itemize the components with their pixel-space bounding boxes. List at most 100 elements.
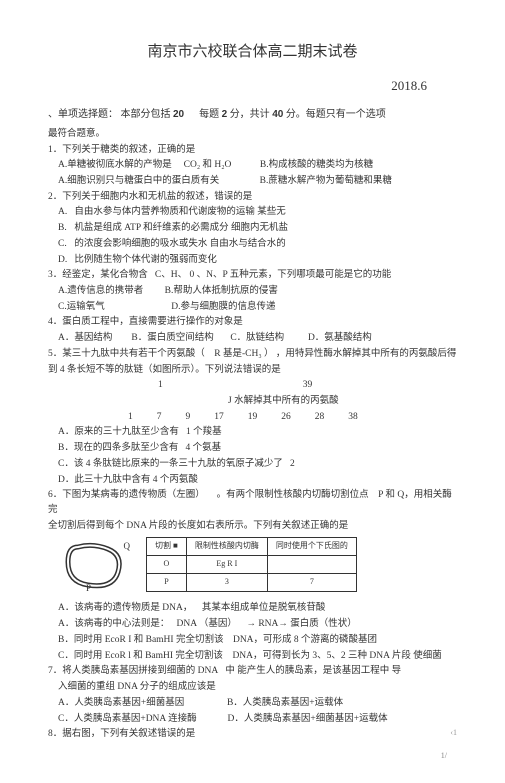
- q3-row2: C.运输氧气 D.参与细胞膜的信息传递: [48, 300, 457, 315]
- q7-stem: 7．将人类胰岛素基因拼接到细菌的 DNA 中 能产生人的胰岛素，是该基因工程中 …: [48, 664, 457, 679]
- q2-a: A. 自由水参与体内营养物质和代谢废物的运输 某些无: [48, 205, 457, 220]
- q5-r2-4: 19: [248, 410, 258, 425]
- q1-stem: 1．下列关于糖类的叙述，正确的是: [48, 143, 457, 158]
- q6-figure: Q P 切割 ■ 限制性核酸内切酶 同时使用个下氏图的 O Eg R I P 3…: [48, 537, 457, 597]
- q5-stem-text: 5．某三十九肽中共有若干个丙氨酸（: [48, 349, 205, 359]
- q2-c: C. 的浓度会影响细胞的吸水或失水 自由水与结合水的: [48, 237, 457, 252]
- q6-b-text: A．该病毒的中心法则是：: [58, 619, 169, 629]
- q5-row1-b: 39: [303, 378, 313, 393]
- q6-a: A．该病毒的遗传物质是 DNA， 其某本组成单位是脱氧核苷酸: [48, 601, 457, 616]
- q2-a-pre: A.: [58, 205, 72, 220]
- section-header: 、单项选择题： 本部分包括 20 每题 2 分，共计 40 分。每题只有一个选项: [48, 107, 457, 123]
- q6-d: C．同时用 EcoR l 和 BamHI 完全切割该 DNA，可得到长为 3、5…: [48, 649, 457, 664]
- q5-b: B．现在的四条多肽至少含有 4 个氨基: [48, 441, 457, 456]
- tbl-r1-c0: O: [147, 556, 187, 574]
- plasmid-p-label: P: [86, 581, 91, 595]
- tbl-r2-c2: 7: [267, 574, 356, 592]
- q3-elem: C、H、 0 、N、P 五种元素，下列哪项最可能是它的功能: [155, 270, 391, 280]
- q2-b-text: 机盐是组成 ATP 和纤维素的必需成分 细胞内无机盐: [74, 223, 288, 233]
- q6-mid: 。有两个限制性核酸内切酶切割位点: [217, 490, 369, 500]
- q5-c2: 2: [290, 459, 295, 469]
- q5-a2: 1 个羧基: [186, 427, 222, 437]
- q5-r: R 基是-CH₃ ）: [214, 349, 273, 359]
- q5-r2-2: 9: [186, 410, 191, 425]
- q1-opt-a: A.单糖被彻底水解的产物是: [58, 160, 172, 170]
- q1-opt-c: A.细胞识别只与糖蛋白中的蛋白质有关: [58, 176, 219, 186]
- q5-a-text: A．原来的三十九肽至少含有: [58, 427, 179, 437]
- q2-c-text: 的浓度会影响细胞的吸水或失水 自由水与结合水的: [74, 239, 285, 249]
- tbl-h2: 限制性核酸内切酶: [186, 538, 267, 556]
- q5-b2: 4 个氨基: [185, 443, 221, 453]
- q5-r2-0: 1: [128, 410, 133, 425]
- q2-a-text: 自由水参与体内营养物质和代谢废物的运输 某些无: [74, 207, 285, 217]
- tbl-h3: 同时使用个下氏图的: [267, 538, 356, 556]
- q7-a: A．人类胰岛素基因+细菌基因: [58, 698, 184, 708]
- q1-row2: A.细胞识别只与糖蛋白中的蛋白质有关 B.蔗糖水解产物为葡萄糖和果糖: [48, 174, 457, 189]
- q3-row1: A.遗传信息的携带者 B.帮助人体抵制抗原的侵害: [48, 284, 457, 299]
- q6-d2: DNA，可得到长为 3、5、2 三种 DNA 片段 使细菌: [232, 651, 441, 661]
- section-desc1: 本部分包括: [121, 109, 174, 120]
- q6-c2: DNA，可形成 8 个游离的磷酸基团: [233, 635, 377, 645]
- q2-d-text: 比例随生物个体代谢的强弱而变化: [74, 255, 217, 265]
- plasmid-q-label: Q: [124, 539, 131, 553]
- section-desc3: 分，共计: [230, 109, 273, 120]
- q5-diagram-row2: 1 7 9 17 19 26 28 38: [48, 410, 457, 425]
- q6-c-text: B．同时用 EcoR I 和 BamHI 完全切割该: [58, 635, 223, 645]
- q5-jlabel: J 水解掉其中所有的丙氨酸: [48, 394, 457, 409]
- q7-b: B．人类胰岛素基因+运载体: [227, 698, 343, 708]
- page-title: 南京市六校联合体高二期末试卷: [48, 40, 457, 64]
- q6-c: B．同时用 EcoR I 和 BamHI 完全切割该 DNA，可形成 8 个游离…: [48, 633, 457, 648]
- q6-d3: 中 能产生人的胰岛素，是该基因工程中 导: [225, 666, 401, 676]
- section-tail: 最符合题意。: [48, 127, 457, 142]
- q7-line2: 入细菌的重组 DNA 分子的组成应该是: [48, 680, 457, 695]
- q2-c-pre: C.: [58, 237, 72, 252]
- q3-stem: 3．经鉴定，某化合物含 C、H、 0 、N、P 五种元素，下列哪项最可能是它的功…: [48, 268, 457, 283]
- q5-r2-1: 7: [157, 410, 162, 425]
- section-count: 20: [173, 109, 184, 120]
- q5-r2-3: 17: [214, 410, 224, 425]
- q2-d: D. 比例随生物个体代谢的强弱而变化: [48, 253, 457, 268]
- q7-c: C．人类胰岛素基因+DNA 连接酶: [58, 714, 197, 724]
- q6-b: A．该病毒的中心法则是： DNA （基因） → RNA→ 蛋白质（性状）: [48, 617, 457, 632]
- section-desc4: 分。每题只有一个选项: [286, 109, 386, 120]
- q6-stem-text: 6．下图为某病毒的遗传物质（左圈）: [48, 490, 205, 500]
- page-index: 1/: [48, 750, 447, 763]
- tbl-r1-c1: Eg R I: [186, 556, 267, 574]
- q4-stem: 4．蛋白质工程中，直接需要进行操作的对象是: [48, 315, 457, 330]
- q2-b: B. 机盐是组成 ATP 和纤维素的必需成分 细胞内无机盐: [48, 221, 457, 236]
- watermark: ‹1: [450, 727, 457, 739]
- q7-d: D．人类胰岛素基因+细菌基因+运载体: [228, 714, 388, 724]
- q3-a: A.遗传信息的携带者: [58, 286, 143, 296]
- q5-diagram-row1: 1 39: [48, 378, 457, 393]
- q1-row1: A.单糖被彻底水解的产物是 CO₂ 和 H₂O B.构成核酸的糖类均为核糖: [48, 158, 457, 173]
- q5-tail: ，用特异性酶水解掉其中所有的丙氨酸后得: [276, 349, 457, 359]
- q5-line2: 到 4 条长短不等的肽链（如图所示）。下列说法错误的是: [48, 363, 457, 378]
- q1-opt-a2: CO₂ 和 H₂O: [184, 160, 232, 170]
- q5-r2-7: 38: [348, 410, 358, 425]
- q4-d: D．氨基酸结构: [308, 333, 372, 343]
- q6-d-text: C．同时用 EcoR l 和 BamHI 完全切割该: [58, 651, 223, 661]
- q6-b2: DNA （基因）: [177, 619, 237, 629]
- section-total: 40: [272, 109, 283, 120]
- q5-c-text: C．该 4 条肽链比原来的一条三十九肽的氧原子减少了: [58, 459, 283, 469]
- q5-a: A．原来的三十九肽至少含有 1 个羧基: [48, 425, 457, 440]
- exam-date: 2018.6: [48, 76, 427, 97]
- q7-stem-text: 7．将人类胰岛素基因拼接到细菌的 DNA: [48, 666, 218, 676]
- q3-b: B.帮助人体抵制抗原的侵害: [165, 286, 278, 296]
- q4-b: B．蛋白质空间结构: [131, 333, 213, 343]
- q3-d: D.参与细胞膜的信息传递: [171, 302, 275, 312]
- q1-opt-b: B.构成核酸的糖类均为核糖: [260, 160, 373, 170]
- q8-stem: 8．据右图，下列有关叙述错误的是 ‹1: [48, 727, 457, 742]
- q6-line2: 全切割后得到每个 DNA 片段的长度如右表所示。下列有关叙述正确的是: [48, 519, 457, 534]
- tbl-r1-c2: [267, 556, 356, 574]
- tbl-r2-c1: 3: [186, 574, 267, 592]
- q2-b-pre: B.: [58, 221, 72, 236]
- q5-r2-6: 28: [315, 410, 325, 425]
- q6-stem: 6．下图为某病毒的遗传物质（左圈） 。有两个限制性核酸内切酶切割位点 P 和 Q…: [48, 488, 457, 517]
- q6-a-text: A．该病毒的遗传物质是 DNA，: [58, 603, 192, 613]
- tbl-h1: 切割 ■: [147, 538, 187, 556]
- plasmid-diagram: Q P: [58, 537, 138, 597]
- q6-table: 切割 ■ 限制性核酸内切酶 同时使用个下氏图的 O Eg R I P 3 7: [146, 537, 357, 591]
- section-label: 、单项选择题：: [48, 109, 118, 120]
- tbl-r2-c0: P: [147, 574, 187, 592]
